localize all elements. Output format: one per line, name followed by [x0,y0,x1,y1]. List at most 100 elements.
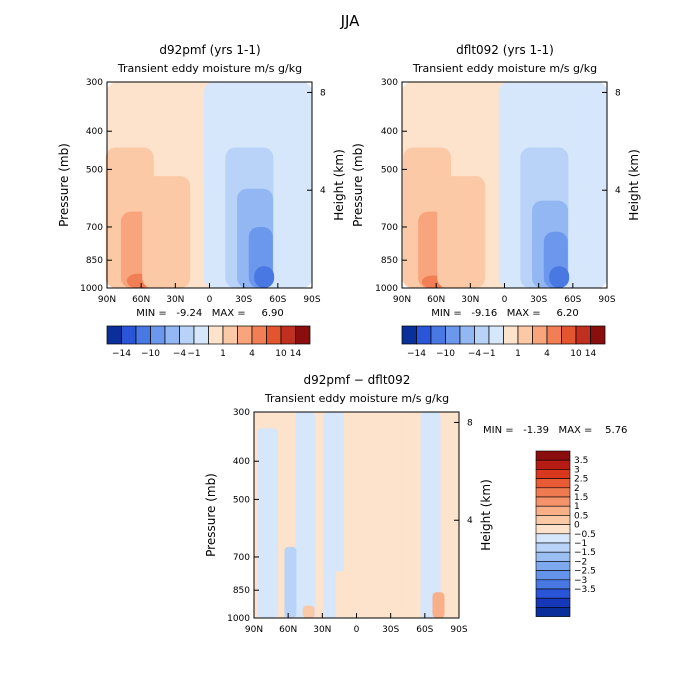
x-tick-label: 60N [427,295,445,305]
y-tick-label: 700 [381,223,398,233]
colorbar-swatch [295,325,311,345]
colorbar-swatch [535,551,571,562]
colorbar-swatch [416,325,432,345]
colorbar-swatch [535,459,571,470]
contour-region [323,412,344,618]
panel-d92pmf-ylabel: Pressure (mb) [57,143,71,227]
colorbar-label: −10 [436,349,455,359]
colorbar-label: 1 [515,349,521,359]
colorbar-swatch [474,325,490,345]
y-tick-label: 300 [86,78,103,88]
colorbar-label: −14 [112,349,131,359]
contour-region [302,605,315,618]
colorbar-swatch [121,325,137,345]
y-tick-label: 400 [381,127,398,137]
colorbar-swatch [535,478,571,489]
y-tick-label: 400 [86,127,103,137]
x-tick-label: 60N [132,295,150,305]
contour-region [437,176,486,288]
colorbar-label: −0.5 [574,530,596,540]
colorbar-swatch [488,325,504,345]
colorbar-swatch [532,325,548,345]
x-tick-label: 90N [393,295,411,305]
contour-region [284,546,297,618]
colorbar-label: 10 [570,349,582,359]
colorbar-swatch [535,515,571,525]
colorbar-swatch [535,561,571,571]
figure-title: JJA [340,12,361,30]
colorbar-swatch [535,469,571,479]
y-tick-label: 850 [86,256,103,266]
contour-region [295,412,316,618]
y-tick-label: 300 [381,78,398,88]
colorbar-d92pmf: −14 −10 −4 −1 1 4 10 14 [106,325,311,359]
colorbar-swatch [222,325,238,345]
contour-region [257,428,278,618]
height-tick-label: 8 [467,418,473,428]
panel-difference: d92pmf − dflt092 Transient eddy moisture… [204,373,627,635]
colorbar-swatch [535,588,571,599]
height-tick-label: 4 [615,186,621,196]
height-tick-label: 8 [615,88,621,98]
panel-dflt092: dflt092 (yrs 1-1) Transient eddy moistur… [351,43,641,319]
colorbar-swatch [459,325,475,345]
colorbar-swatch [150,325,166,345]
colorbar-swatch [575,325,591,345]
colorbar-label: 0.5 [574,511,588,521]
contour-region [432,592,445,618]
x-tick-label: 90S [450,625,467,635]
contour-region [254,266,275,288]
colorbar-swatch [193,325,209,345]
x-tick-label: 0 [207,295,213,305]
colorbar-label: 10 [275,349,287,359]
height-tick-label: 4 [320,186,326,196]
colorbar-swatch [535,607,571,617]
colorbar-label: 1.5 [574,493,588,503]
colorbar-label: 14 [585,349,597,359]
panel-dflt092-ylabel: Pressure (mb) [351,143,365,227]
colorbar-swatch [517,325,533,345]
colorbar-swatch [535,533,571,544]
height-tick-label: 8 [320,88,326,98]
panel-difference-ylabel: Pressure (mb) [204,473,218,557]
panel-dflt092-title: dflt092 (yrs 1-1) [456,43,554,57]
panel-difference-right-label: Height (km) [479,479,493,550]
y-tick-label: 500 [381,165,398,175]
colorbar-swatch [237,325,253,345]
contour-region [549,266,570,288]
colorbar-label: −1.5 [574,548,596,558]
y-tick-label: 500 [86,165,103,175]
x-tick-label: 30N [461,295,479,305]
panel-dflt092-subtitle: Transient eddy moisture m/s g/kg [412,62,597,75]
y-tick-label: 1000 [227,614,250,624]
y-tick-label: 500 [233,495,250,505]
x-tick-label: 90N [245,625,263,635]
y-tick-label: 700 [86,223,103,233]
colorbar-label: 1 [574,502,580,512]
colorbar-swatch [106,325,122,345]
colorbar-swatch [445,325,461,345]
colorbar-swatch [135,325,151,345]
colorbar-label: −14 [407,349,426,359]
panel-dflt092-right-label: Height (km) [627,149,641,220]
x-tick-label: 90S [598,295,615,305]
colorbar-label: 2 [574,484,580,494]
y-tick-label: 300 [233,408,250,418]
colorbar-swatch [535,524,571,535]
colorbar-label: 14 [290,349,302,359]
colorbar-label: −1 [187,349,200,359]
colorbar-swatch [535,542,571,553]
colorbar-swatch [164,325,180,345]
panel-d92pmf-subtitle: Transient eddy moisture m/s g/kg [117,62,302,75]
colorbar-label: 2.5 [574,475,588,485]
colorbar-label: 4 [544,349,550,359]
panel-d92pmf-right-label: Height (km) [332,149,346,220]
x-tick-label: 30N [313,625,331,635]
x-tick-label: 30S [382,625,399,635]
x-tick-label: 0 [354,625,360,635]
colorbar-swatch [561,325,577,345]
y-tick-label: 1000 [375,284,398,294]
x-tick-label: 90S [303,295,320,305]
x-tick-label: 60S [269,295,286,305]
